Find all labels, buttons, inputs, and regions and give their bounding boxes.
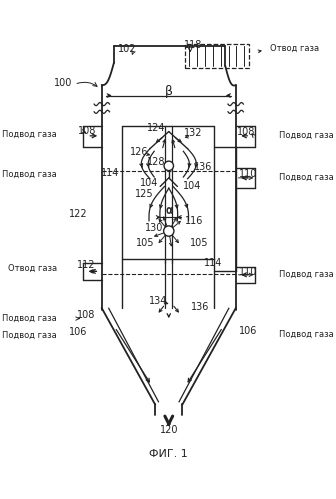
Text: 116: 116: [185, 216, 204, 226]
Text: 110: 110: [239, 267, 257, 277]
Text: Подвод газа: Подвод газа: [279, 130, 333, 140]
Text: 132: 132: [184, 128, 203, 138]
Text: 104: 104: [183, 181, 201, 191]
Text: 128: 128: [146, 157, 165, 167]
Text: Подвод газа: Подвод газа: [279, 173, 333, 182]
Bar: [185, 44, 249, 68]
Text: ФИГ. 1: ФИГ. 1: [150, 449, 188, 459]
Text: 114: 114: [204, 258, 222, 268]
Text: α: α: [165, 206, 172, 216]
Text: 100: 100: [54, 78, 73, 88]
Text: 124: 124: [146, 123, 165, 133]
Text: 126: 126: [129, 147, 148, 157]
Text: 114: 114: [101, 168, 120, 178]
Text: 110: 110: [239, 170, 257, 180]
Text: 106: 106: [239, 325, 257, 335]
Text: Подвод газа: Подвод газа: [2, 314, 57, 323]
Circle shape: [167, 227, 174, 234]
Text: 105: 105: [190, 238, 208, 248]
Text: Подвод газа: Подвод газа: [2, 170, 57, 179]
Text: 134: 134: [149, 296, 168, 306]
Text: Подвод газа: Подвод газа: [2, 130, 57, 139]
Text: 102: 102: [118, 44, 137, 54]
Text: Подвод газа: Подвод газа: [279, 329, 333, 338]
Text: 104: 104: [140, 178, 158, 188]
Text: 136: 136: [194, 162, 212, 172]
Text: 122: 122: [69, 209, 87, 219]
Circle shape: [164, 226, 174, 236]
Text: 108: 108: [237, 127, 255, 137]
Text: Подвод газа: Подвод газа: [279, 270, 333, 279]
Text: 108: 108: [77, 310, 96, 320]
Text: 136: 136: [191, 301, 209, 311]
Text: 130: 130: [145, 224, 163, 234]
Text: 105: 105: [135, 238, 154, 248]
Text: Отвод газа: Отвод газа: [270, 44, 319, 53]
Text: 106: 106: [69, 327, 87, 337]
Text: 112: 112: [77, 260, 96, 270]
Text: Отвод газа: Отвод газа: [8, 264, 57, 273]
Text: 120: 120: [160, 425, 178, 435]
Text: 125: 125: [135, 189, 154, 199]
Text: β: β: [165, 85, 173, 98]
Text: 118: 118: [183, 40, 202, 50]
Circle shape: [164, 161, 173, 171]
Text: Подвод газа: Подвод газа: [2, 331, 57, 340]
Text: α: α: [165, 206, 172, 217]
Text: 108: 108: [78, 126, 96, 136]
